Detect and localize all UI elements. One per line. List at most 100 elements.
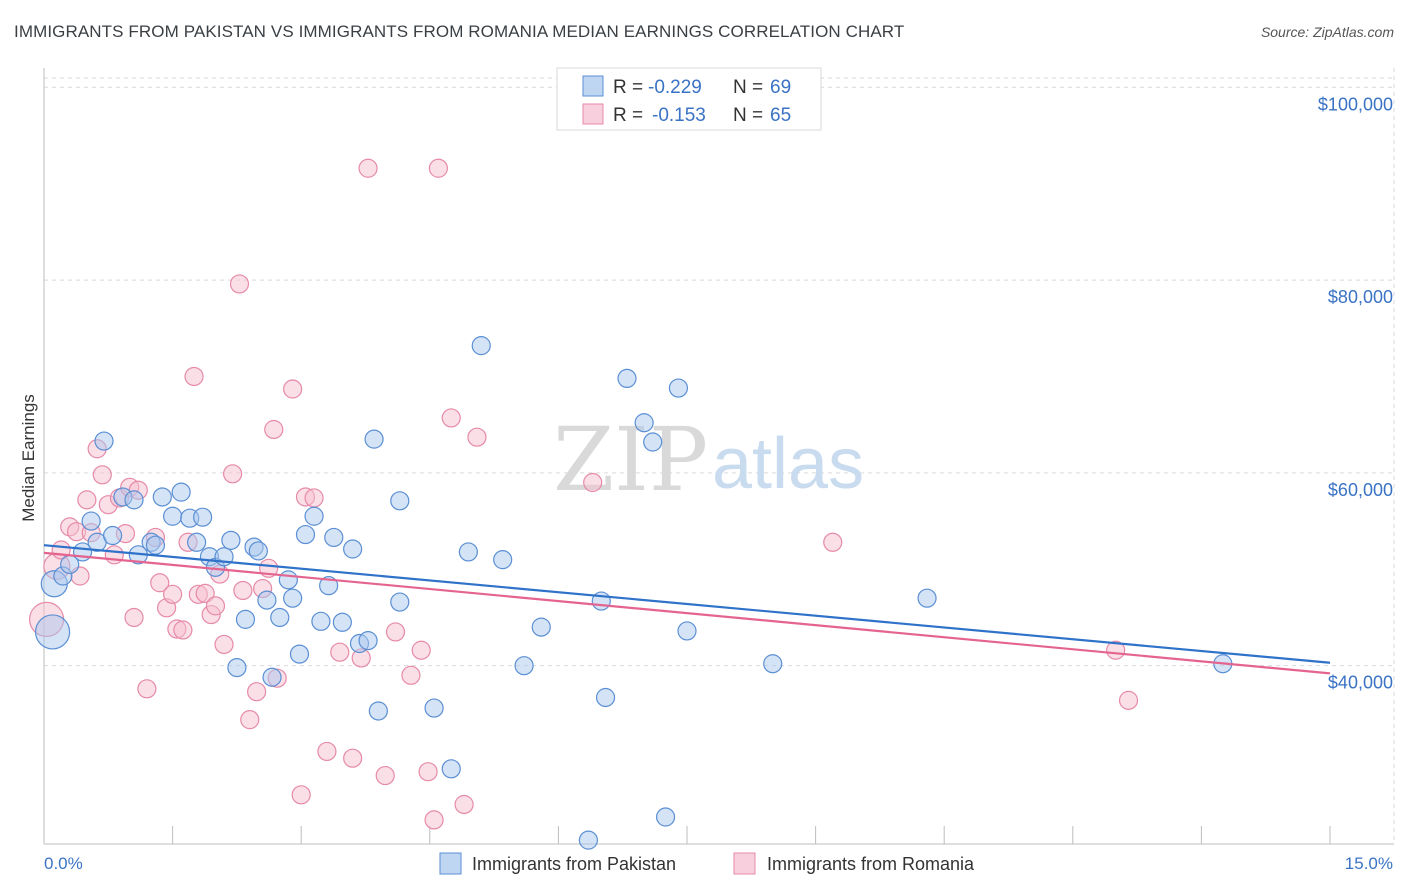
romania-point-27 (195, 583, 215, 603)
pakistan-point-19 (187, 532, 207, 552)
pakistan-trend-line (43, 544, 1331, 664)
romania-point-42 (291, 785, 311, 805)
pakistan-point-5 (81, 511, 101, 531)
pakistan-point-52 (514, 656, 534, 676)
y-tick-label-1: $60,000 (1328, 480, 1393, 500)
axes (43, 68, 1394, 845)
pakistan-point-34 (295, 524, 316, 545)
romania-point-61 (823, 532, 843, 552)
pakistan-point-33 (289, 644, 310, 664)
pakistan-point-23 (221, 530, 241, 550)
pakistan-point-0 (34, 614, 71, 650)
bottom-legend-label-pakistan: Immigrants from Pakistan (472, 854, 676, 874)
legend-r-label-pakistan: R = (613, 77, 643, 98)
romania-point-19 (150, 573, 170, 593)
romania-point-32 (223, 464, 243, 484)
pakistan-point-56 (595, 687, 616, 708)
romania-point-63 (1118, 690, 1139, 710)
romania-point-57 (441, 408, 461, 428)
romania-point-31 (214, 634, 234, 655)
pakistan-point-49 (458, 542, 478, 562)
legend-n-label-romania: N = (733, 105, 763, 126)
bottom-legend-swatch-romania (733, 852, 756, 875)
pakistan-point-44 (368, 701, 388, 721)
legend-swatch-romania (582, 103, 604, 125)
legend-n-value-pakistan: 69 (770, 77, 791, 98)
watermark: ZIP atlas (553, 408, 864, 511)
pakistan-point-27 (248, 541, 268, 561)
legend-r-value-pakistan: -0.229 (648, 77, 702, 98)
romania-point-46 (330, 642, 350, 662)
pakistan-point-10 (124, 490, 144, 510)
legend-box: R = -0.229 N = 69 R = -0.153 N = 65 (556, 67, 822, 131)
pakistan-point-47 (424, 698, 444, 718)
romania-point-23 (173, 620, 193, 640)
bottom-legend: Immigrants from Pakistan Immigrants from… (439, 852, 975, 875)
pakistan-point-54 (578, 830, 599, 850)
romania-point-41 (283, 379, 303, 399)
pakistan-point-38 (324, 527, 344, 548)
x-tick-label-max: 15.0% (1345, 854, 1393, 873)
pakistan-point-29 (262, 667, 282, 687)
romania-point-54 (418, 762, 438, 782)
x-tick-label-min: 0.0% (44, 854, 83, 873)
pakistan-point-63 (763, 654, 783, 674)
legend-n-value-romania: 65 (770, 105, 791, 126)
y-tick-label-3: $100,000 (1318, 94, 1393, 114)
romania-point-52 (401, 665, 421, 685)
pakistan-point-24 (227, 657, 247, 678)
romania-point-17 (137, 679, 157, 699)
chart-title: IMMIGRANTS FROM PAKISTAN VS IMMIGRANTS F… (14, 22, 905, 41)
romania-point-9 (92, 465, 112, 485)
romania-point-36 (247, 682, 267, 702)
pakistan-point-62 (677, 621, 697, 641)
legend-r-label-romania: R = (613, 105, 643, 126)
romania-point-33 (229, 274, 250, 294)
pakistan-point-31 (278, 570, 298, 590)
legend-n-label-pakistan: N = (733, 77, 763, 98)
pakistan-point-32 (283, 588, 303, 608)
romania-point-55 (424, 810, 444, 830)
romania-point-44 (304, 488, 324, 508)
watermark-zip: ZIP (553, 408, 708, 511)
romania-point-15 (124, 607, 144, 628)
pakistan-point-53 (531, 617, 551, 637)
pakistan-point-15 (163, 506, 183, 526)
pakistan-point-16 (171, 482, 191, 502)
legend-swatch-pakistan (582, 75, 604, 97)
pakistan-point-43 (364, 429, 384, 449)
pakistan-point-14 (152, 487, 172, 507)
bottom-legend-label-romania: Immigrants from Romania (767, 854, 975, 874)
pakistan-point-28 (257, 590, 277, 610)
romania-point-39 (264, 419, 284, 440)
y-axis-label: Median Earnings (19, 394, 38, 522)
pakistan-point-58 (634, 413, 654, 433)
y-tick-label-0: $40,000 (1328, 673, 1393, 693)
romania-point-58 (454, 794, 474, 815)
pakistan-point-50 (471, 336, 491, 356)
trend-lines (43, 544, 1331, 675)
pakistan-point-51 (493, 550, 513, 570)
pakistan-point-57 (617, 368, 637, 388)
romania-point-60 (583, 472, 603, 493)
pakistan-point-48 (441, 759, 461, 779)
romania-trend-line (43, 551, 1331, 675)
romania-point-29 (205, 596, 226, 616)
pakistan-point-59 (643, 432, 663, 452)
romania-point-35 (240, 710, 260, 730)
bottom-legend-swatch-pakistan (439, 852, 462, 875)
pakistan-point-60 (655, 807, 676, 827)
romania-point-59 (467, 427, 487, 447)
pakistan-point-40 (343, 539, 363, 559)
romania-point-51 (385, 622, 406, 642)
pakistan-point-8 (102, 525, 123, 546)
y-tick-label-2: $80,000 (1328, 287, 1393, 307)
pakistan-point-42 (358, 631, 378, 651)
pakistan-point-64 (917, 588, 937, 608)
pakistan-point-13 (145, 535, 166, 555)
pakistan-point-37 (319, 576, 339, 596)
pakistan-point-61 (668, 378, 689, 398)
romania-point-47 (343, 748, 363, 768)
romania-point-34 (233, 580, 253, 601)
